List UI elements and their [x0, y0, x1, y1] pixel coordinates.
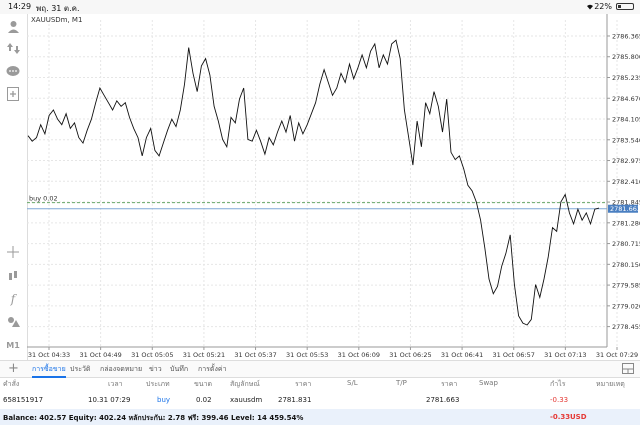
cell-price: 2781.831 — [278, 396, 312, 404]
x-tick-label: 31 Oct 04:49 — [79, 351, 121, 359]
trade-arrows-icon[interactable] — [5, 40, 21, 56]
current-price-tag — [608, 204, 638, 213]
positions-table-header: คำสั่ง เวลา ประเภท ขนาด สัญลักษณ์ ราคา S… — [0, 377, 640, 391]
y-tick-label: 2781.280 — [612, 219, 640, 227]
crosshair-icon[interactable] — [5, 244, 21, 260]
balance-bar: Balance: 402.57 Equity: 402.24 หลักประกั… — [0, 409, 640, 425]
y-tick-label: 2785.235 — [612, 74, 640, 82]
col-symbol: สัญลักษณ์ — [230, 380, 260, 388]
balance-summary: Balance: 402.57 Equity: 402.24 หลักประกั… — [3, 414, 304, 422]
objects-icon[interactable] — [5, 314, 21, 330]
tab-mailbox[interactable]: กล่องจดหมาย — [100, 365, 143, 373]
cell-current-price: 2781.663 — [426, 396, 460, 404]
y-tick-label: 2784.105 — [612, 116, 640, 124]
col-swap: Swap — [479, 379, 498, 387]
cell-volume: 0.02 — [196, 396, 212, 404]
tab-history[interactable]: ประวัติ — [70, 365, 91, 373]
col-price: ราคา — [295, 380, 312, 388]
chat-icon[interactable] — [5, 63, 21, 79]
col-volume: ขนาด — [194, 380, 213, 388]
timeframe-m1[interactable]: M1 — [6, 340, 20, 350]
x-tick-label: 31 Oct 06:09 — [338, 351, 380, 359]
cell-time: 10.31 07:29 — [88, 396, 131, 404]
cell-type: buy — [157, 396, 171, 404]
date: พฤ. 31 ต.ค. — [36, 4, 80, 13]
y-tick-label: 2782.410 — [612, 178, 640, 186]
tab-news[interactable]: ข่าว — [149, 365, 162, 373]
status-bar: 14:29 พฤ. 31 ต.ค. 22% — [0, 0, 640, 14]
clock: 14:29 — [8, 2, 32, 11]
y-tick-label: 2785.800 — [612, 53, 640, 61]
x-tick-label: 31 Oct 07:29 — [596, 351, 638, 359]
col-sl: S/L — [347, 379, 358, 387]
tool-sidebar: f M1 — [0, 14, 28, 360]
current-price-tag-label: 2781.663 — [610, 205, 640, 213]
x-tick-label: 31 Oct 04:33 — [28, 351, 70, 359]
candles-icon[interactable] — [5, 268, 21, 284]
y-tick-label: 2780.715 — [612, 240, 640, 248]
cell-order: 658151917 — [3, 396, 44, 404]
toolbox-tabs: + การซื้อขาย ประวัติ กล่องจดหมาย ข่าว บั… — [0, 360, 640, 378]
position-row[interactable]: 658151917 10.31 07:29 buy 0.02 xauusdm 2… — [0, 393, 640, 409]
wifi-icon — [587, 4, 593, 10]
currency: USD — [570, 413, 587, 421]
col-order: คำสั่ง — [3, 380, 20, 388]
price-chart[interactable]: XAUUSDm, M1 2786.365 2785.800 2785.235 2784… — [27, 14, 640, 360]
col-current-price: ราคา — [441, 380, 458, 388]
y-tick-label: 2782.975 — [612, 157, 640, 165]
tab-settings[interactable]: การตั้งค่า — [198, 365, 227, 373]
tab-trade[interactable]: การซื้อขาย — [32, 364, 66, 378]
tab-journal[interactable]: บันทึก — [170, 365, 189, 373]
x-tick-label: 31 Oct 05:21 — [183, 351, 225, 359]
chart-svg: 2786.365 2785.800 2785.235 2784.670 2784.105… — [27, 14, 640, 359]
y-tick-label: 2778.455 — [612, 323, 640, 331]
x-tick-label: 31 Oct 05:53 — [286, 351, 328, 359]
account-icon[interactable] — [5, 18, 21, 34]
y-tick-label: 2784.670 — [612, 95, 640, 103]
col-comment: หมายเหตุ — [596, 380, 625, 388]
col-profit: กำไร — [550, 380, 566, 388]
order-line-label: buy 0.02 — [29, 195, 58, 203]
battery-icon — [616, 3, 634, 10]
new-order-icon[interactable] — [5, 86, 21, 102]
cell-profit: -0.33 — [550, 396, 569, 404]
col-type: ประเภท — [146, 380, 170, 388]
price-line — [27, 39, 600, 326]
y-tick-label: 2779.020 — [612, 302, 640, 310]
x-tick-label: 31 Oct 05:37 — [234, 351, 276, 359]
y-tick-label: 2786.365 — [612, 32, 640, 40]
col-tp: T/P — [396, 379, 407, 387]
x-tick-label: 31 Oct 06:25 — [389, 351, 431, 359]
col-time: เวลา — [108, 380, 123, 388]
x-tick-label: 31 Oct 06:57 — [493, 351, 535, 359]
y-tick-label: 2779.585 — [612, 282, 640, 290]
indicators-icon[interactable]: f — [10, 292, 16, 306]
chart-symbol-title: XAUUSDm, M1 — [31, 16, 83, 24]
x-tick-label: 31 Oct 05:05 — [131, 351, 173, 359]
x-tick-label: 31 Oct 07:13 — [544, 351, 586, 359]
layout-icon[interactable] — [622, 363, 634, 374]
y-tick-label: 2783.540 — [612, 136, 640, 144]
y-tick-label: 2780.150 — [612, 261, 640, 269]
x-tick-label: 31 Oct 06:41 — [441, 351, 483, 359]
battery-percent: 22% — [594, 2, 612, 11]
total-profit: -0.33 — [550, 413, 571, 421]
y-tick-label: 2781.845 — [612, 199, 640, 207]
cell-symbol: xauusdm — [230, 396, 263, 404]
add-icon[interactable]: + — [8, 361, 19, 376]
